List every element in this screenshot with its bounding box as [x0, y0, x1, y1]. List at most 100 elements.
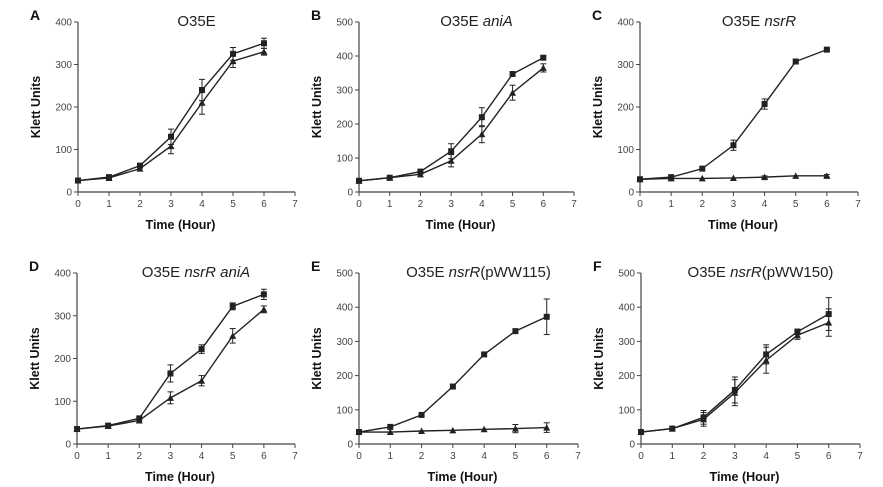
data-point-square: [168, 133, 174, 140]
series-square: [638, 297, 832, 436]
title-part: nsrR aniA: [184, 264, 250, 281]
x-tick-label: 4: [199, 199, 205, 210]
data-point-triangle: [480, 425, 488, 433]
y-tick-label: 0: [628, 188, 634, 199]
title-part: O35E: [406, 264, 449, 281]
x-tick-label: 0: [356, 199, 362, 210]
x-tick-label: 2: [137, 199, 143, 210]
y-axis-label: Klett Units: [310, 327, 324, 390]
y-tick-label: 300: [617, 60, 634, 71]
data-point-square: [448, 148, 455, 155]
data-point-triangle: [729, 174, 737, 181]
data-point-triangle: [386, 428, 394, 436]
y-tick-label: 500: [336, 18, 353, 29]
panel-title: O35E nsrR aniA: [142, 264, 250, 281]
data-point-triangle: [825, 319, 833, 326]
data-point-square: [167, 370, 174, 377]
y-tick-label: 300: [54, 311, 71, 322]
y-tick-label: 400: [55, 18, 72, 29]
data-point-square: [230, 50, 236, 57]
y-tick-label: 0: [347, 188, 353, 199]
y-tick-label: 100: [54, 397, 71, 408]
y-tick-label: 300: [336, 337, 353, 348]
x-tick-label: 5: [795, 451, 801, 462]
x-tick-label: 0: [74, 451, 80, 462]
y-axis-label: Klett Units: [28, 327, 42, 390]
y-tick-label: 300: [618, 337, 635, 348]
data-point-triangle: [667, 174, 675, 182]
data-point-triangle: [229, 57, 237, 65]
title-part: O35E: [722, 13, 765, 30]
y-tick-label: 200: [617, 103, 634, 114]
x-tick-label: 6: [826, 451, 832, 462]
x-tick-label: 1: [388, 451, 394, 462]
series-line: [358, 316, 548, 433]
y-tick-label: 300: [336, 86, 353, 97]
panel-title: O35E nsrR(pWW115): [406, 264, 551, 281]
panel-c: 0 100 200 300 400 0 1 2 3 4 5 6 7 Time (Hour) Klett Un…: [591, 7, 861, 232]
title-part: (pWW150): [762, 264, 834, 281]
x-tick-label: 4: [479, 199, 485, 210]
data-point-triangle: [478, 130, 486, 138]
data-point-triangle: [416, 170, 424, 178]
x-tick-label: 3: [448, 199, 454, 210]
data-point-triangle: [355, 428, 363, 436]
y-tick-label: 200: [336, 120, 353, 131]
y-tick-label: 200: [55, 103, 72, 114]
title-part: nsrR: [449, 264, 481, 281]
series-triangle: [355, 422, 551, 436]
data-point-square: [229, 303, 236, 310]
data-point-square: [540, 54, 547, 61]
data-point-square: [543, 313, 550, 320]
x-tick-label: 2: [701, 451, 707, 462]
x-tick-label: 2: [137, 451, 143, 462]
data-point-square: [418, 411, 425, 418]
panel-a: 0 100 200 300 400 0 1 2 3 4 5 6 7 Time (Hour) Klett Un…: [29, 7, 298, 232]
data-point-square: [792, 58, 799, 65]
data-point-triangle: [792, 172, 800, 179]
title-part: (pWW115): [480, 264, 551, 281]
y-tick-label: 0: [629, 440, 635, 451]
x-axis-label: Time (Hour): [146, 218, 216, 232]
data-point-square: [761, 101, 768, 108]
data-point-square: [449, 383, 456, 390]
title-part: nsrR: [764, 13, 796, 30]
x-tick-label: 2: [700, 199, 706, 210]
series-triangle: [73, 305, 268, 433]
data-point-square: [512, 328, 519, 335]
x-tick-label: 2: [419, 451, 425, 462]
y-tick-label: 100: [336, 154, 353, 165]
x-tick-label: 7: [857, 451, 863, 462]
x-tick-label: 7: [855, 199, 861, 210]
y-tick-label: 0: [66, 188, 72, 199]
y-axis-label: Klett Units: [29, 76, 43, 139]
data-point-triangle: [73, 425, 81, 433]
data-point-triangle: [229, 332, 237, 339]
y-tick-label: 400: [336, 52, 353, 63]
series-line: [640, 313, 830, 433]
x-tick-label: 6: [261, 451, 267, 462]
panel-label: A: [30, 7, 40, 23]
data-point-triangle: [509, 89, 517, 96]
title-part: O35E: [177, 13, 215, 30]
y-tick-label: 500: [336, 269, 353, 280]
x-tick-label: 5: [510, 199, 516, 210]
data-point-square: [198, 346, 205, 353]
title-part: O35E: [440, 13, 483, 30]
x-tick-label: 0: [638, 451, 644, 462]
data-point-square: [261, 40, 267, 47]
series-line: [76, 293, 265, 430]
panel-f: 0 100 200 300 400 500 0 1 2 3 4 5 6 7 Time (Hour) Klett…: [592, 258, 863, 484]
x-tick-label: 1: [387, 199, 393, 210]
panel-label: C: [592, 7, 602, 23]
title-part: nsrR: [730, 264, 762, 281]
panel-title: O35E nsrR: [722, 13, 796, 30]
x-tick-label: 1: [106, 199, 112, 210]
data-point-triangle: [198, 99, 206, 106]
data-point-triangle: [761, 173, 769, 181]
x-tick-label: 0: [356, 451, 362, 462]
data-point-triangle: [637, 428, 645, 436]
x-tick-label: 3: [450, 451, 456, 462]
x-tick-label: 7: [575, 451, 581, 462]
